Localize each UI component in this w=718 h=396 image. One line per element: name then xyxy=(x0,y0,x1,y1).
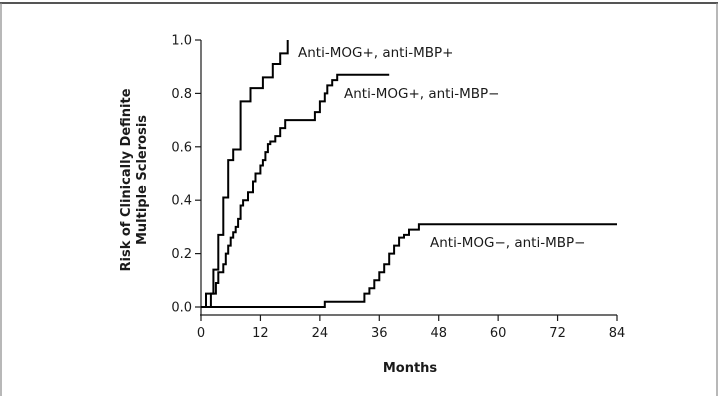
y-tick-label: 0.8 xyxy=(171,87,192,102)
x-axis-title: Months xyxy=(383,361,438,376)
y-tick-label: 0.4 xyxy=(171,194,192,209)
x-tick-label: 72 xyxy=(549,326,566,341)
curves xyxy=(201,40,617,308)
y-axis-title: Risk of Clinically Definite Multiple Scl… xyxy=(119,88,150,271)
x-tick-label: 36 xyxy=(371,326,388,341)
series-curve-0 xyxy=(201,40,289,308)
y-tick-label: 0.2 xyxy=(171,247,192,262)
y-tick-label: 0.0 xyxy=(171,301,192,316)
y-axis-title-line-1: Risk of Clinically Definite xyxy=(119,88,134,271)
x-tick-label: 12 xyxy=(252,326,269,341)
series-curve-2 xyxy=(201,223,617,308)
x-tick-label: 24 xyxy=(312,326,329,341)
x-tick-label: 48 xyxy=(430,326,447,341)
labels: Anti-MOG+, anti-MBP+ Anti-MOG+, anti-MBP… xyxy=(119,45,585,376)
series-label-mog-neg-mbp-neg: Anti-MOG−, anti-MBP− xyxy=(430,235,585,251)
x-tick-label: 60 xyxy=(490,326,507,341)
x-tick-label: 84 xyxy=(609,326,626,341)
axes: 0.0 0.2 0.4 0.6 0.8 1.0 0 12 24 36 48 60 72 84 xyxy=(171,34,625,342)
x-tick-label: 0 xyxy=(197,326,205,341)
series-curve-1 xyxy=(201,73,390,308)
y-tick-label: 1.0 xyxy=(171,34,192,49)
series-label-mog-pos-mbp-neg: Anti-MOG+, anti-MBP− xyxy=(344,86,499,102)
y-axis-title-line-2: Multiple Sclerosis xyxy=(135,115,150,245)
series-label-mog-pos-mbp-pos: Anti-MOG+, anti-MBP+ xyxy=(298,45,453,61)
y-tick-label: 0.6 xyxy=(171,140,192,155)
